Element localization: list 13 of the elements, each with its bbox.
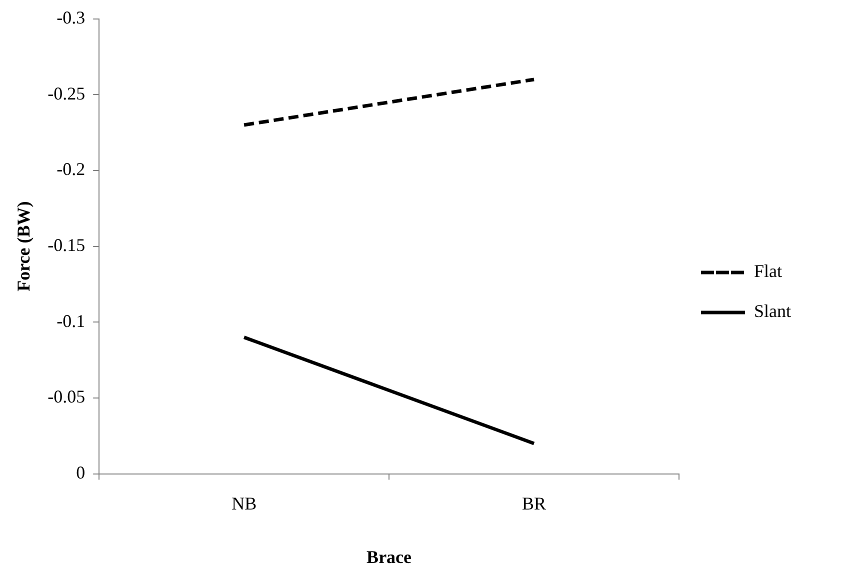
legend-label: Flat — [754, 261, 782, 282]
x-tick-label: BR — [522, 493, 546, 514]
y-tick-label: 0 — [76, 462, 86, 483]
y-tick-label: -0.1 — [56, 310, 86, 331]
y-tick-label: -0.15 — [48, 235, 86, 256]
y-tick-label: -0.25 — [48, 83, 86, 104]
y-tick-label: -0.05 — [48, 386, 86, 407]
y-axis-title: Force (BW) — [13, 201, 34, 292]
y-tick-label: -0.3 — [56, 8, 86, 28]
x-axis-title: Brace — [366, 546, 412, 567]
y-tick-label: -0.2 — [56, 159, 86, 180]
legend-label: Slant — [754, 301, 792, 322]
x-tick-label: NB — [232, 493, 257, 514]
